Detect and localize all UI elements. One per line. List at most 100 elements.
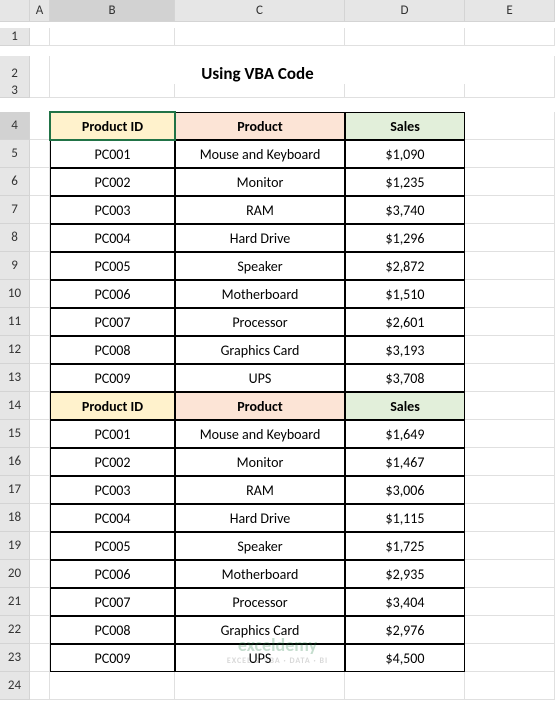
- table-cell-product[interactable]: RAM: [175, 196, 345, 224]
- column-header-A[interactable]: A: [30, 0, 50, 22]
- row-header-10[interactable]: 10: [0, 280, 30, 308]
- table-cell-product[interactable]: Processor: [175, 308, 345, 336]
- table-header-product[interactable]: Product: [175, 112, 345, 140]
- cell[interactable]: [30, 28, 50, 46]
- table-header-sales[interactable]: Sales: [345, 392, 465, 420]
- cell[interactable]: [30, 560, 50, 588]
- table-cell-sales[interactable]: $2,976: [345, 616, 465, 644]
- cell[interactable]: [465, 588, 555, 616]
- row-header-7[interactable]: 7: [0, 196, 30, 224]
- cell[interactable]: [465, 196, 555, 224]
- row-header-11[interactable]: 11: [0, 308, 30, 336]
- cell[interactable]: [30, 308, 50, 336]
- row-header-4[interactable]: 4: [0, 112, 30, 140]
- cell[interactable]: [30, 112, 50, 140]
- table-cell-product[interactable]: UPS: [175, 644, 345, 672]
- table-cell-id[interactable]: PC009: [50, 364, 175, 392]
- table-cell-sales[interactable]: $2,935: [345, 560, 465, 588]
- table-cell-id[interactable]: PC002: [50, 168, 175, 196]
- cell[interactable]: [175, 84, 345, 98]
- cell[interactable]: [465, 616, 555, 644]
- table-cell-sales[interactable]: $3,740: [345, 196, 465, 224]
- table-header-productid[interactable]: Product ID: [50, 112, 175, 140]
- cell[interactable]: [30, 140, 50, 168]
- row-header-19[interactable]: 19: [0, 532, 30, 560]
- table-cell-id[interactable]: PC001: [50, 140, 175, 168]
- cell[interactable]: [465, 476, 555, 504]
- table-header-product[interactable]: Product: [175, 392, 345, 420]
- cell[interactable]: [30, 588, 50, 616]
- table-cell-id[interactable]: PC007: [50, 308, 175, 336]
- table-cell-sales[interactable]: $3,708: [345, 364, 465, 392]
- cell[interactable]: [30, 84, 50, 98]
- table-cell-product[interactable]: Processor: [175, 588, 345, 616]
- cell[interactable]: [30, 196, 50, 224]
- cell[interactable]: [465, 28, 555, 46]
- cell[interactable]: [465, 672, 555, 700]
- table-cell-product[interactable]: Monitor: [175, 448, 345, 476]
- cell[interactable]: [30, 364, 50, 392]
- row-header-24[interactable]: 24: [0, 672, 30, 700]
- cell[interactable]: [465, 644, 555, 672]
- select-all-corner[interactable]: [0, 0, 30, 22]
- row-header-8[interactable]: 8: [0, 224, 30, 252]
- table-cell-sales[interactable]: $1,090: [345, 140, 465, 168]
- table-header-sales[interactable]: Sales: [345, 112, 465, 140]
- table-cell-id[interactable]: PC006: [50, 560, 175, 588]
- table-cell-sales[interactable]: $1,510: [345, 280, 465, 308]
- table-cell-product[interactable]: RAM: [175, 476, 345, 504]
- row-header-23[interactable]: 23: [0, 644, 30, 672]
- column-header-C[interactable]: C: [175, 0, 345, 22]
- table-cell-id[interactable]: PC009: [50, 644, 175, 672]
- cell[interactable]: [465, 112, 555, 140]
- table-cell-id[interactable]: PC005: [50, 252, 175, 280]
- table-header-productid[interactable]: Product ID: [50, 392, 175, 420]
- table-cell-sales[interactable]: $3,193: [345, 336, 465, 364]
- row-header-18[interactable]: 18: [0, 504, 30, 532]
- cell[interactable]: [30, 252, 50, 280]
- row-header-6[interactable]: 6: [0, 168, 30, 196]
- table-cell-sales[interactable]: $3,404: [345, 588, 465, 616]
- cell[interactable]: [465, 560, 555, 588]
- table-cell-sales[interactable]: $1,115: [345, 504, 465, 532]
- row-header-3[interactable]: 3: [0, 84, 30, 98]
- table-cell-product[interactable]: Mouse and Keyboard: [175, 140, 345, 168]
- table-cell-id[interactable]: PC008: [50, 616, 175, 644]
- table-cell-product[interactable]: Motherboard: [175, 280, 345, 308]
- table-cell-product[interactable]: Speaker: [175, 252, 345, 280]
- cell[interactable]: [175, 672, 345, 700]
- row-header-14[interactable]: 14: [0, 392, 30, 420]
- cell[interactable]: [30, 280, 50, 308]
- table-cell-product[interactable]: Hard Drive: [175, 504, 345, 532]
- table-cell-product[interactable]: Monitor: [175, 168, 345, 196]
- cell[interactable]: [175, 28, 345, 46]
- row-header-9[interactable]: 9: [0, 252, 30, 280]
- cell[interactable]: [465, 168, 555, 196]
- table-cell-id[interactable]: PC001: [50, 420, 175, 448]
- table-cell-id[interactable]: PC004: [50, 504, 175, 532]
- cell[interactable]: [465, 532, 555, 560]
- cell[interactable]: [50, 84, 175, 98]
- cell[interactable]: [30, 392, 50, 420]
- cell[interactable]: [345, 672, 465, 700]
- cell[interactable]: [30, 224, 50, 252]
- cell[interactable]: [30, 336, 50, 364]
- row-header-20[interactable]: 20: [0, 560, 30, 588]
- cell[interactable]: [465, 448, 555, 476]
- column-header-E[interactable]: E: [465, 0, 555, 22]
- cell[interactable]: [465, 364, 555, 392]
- cell[interactable]: [50, 28, 175, 46]
- cell[interactable]: [30, 672, 50, 700]
- table-cell-product[interactable]: UPS: [175, 364, 345, 392]
- table-cell-sales[interactable]: $1,235: [345, 168, 465, 196]
- cell[interactable]: [30, 532, 50, 560]
- cell[interactable]: [465, 308, 555, 336]
- cell[interactable]: [30, 476, 50, 504]
- table-cell-sales[interactable]: $1,296: [345, 224, 465, 252]
- row-header-21[interactable]: 21: [0, 588, 30, 616]
- table-cell-product[interactable]: Graphics Card: [175, 336, 345, 364]
- table-cell-id[interactable]: PC005: [50, 532, 175, 560]
- column-header-B[interactable]: B: [50, 0, 175, 22]
- table-cell-product[interactable]: Hard Drive: [175, 224, 345, 252]
- table-cell-sales[interactable]: $1,467: [345, 448, 465, 476]
